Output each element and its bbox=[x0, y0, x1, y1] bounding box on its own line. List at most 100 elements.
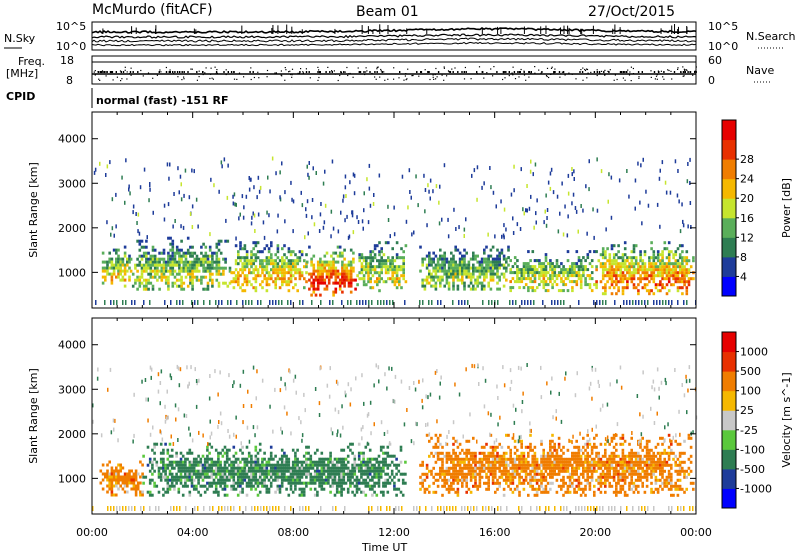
colorbar-swatch bbox=[722, 179, 736, 199]
data-cell bbox=[218, 249, 221, 252]
scatter-echo bbox=[136, 221, 138, 225]
data-cell bbox=[137, 473, 140, 476]
freq-dot bbox=[433, 77, 434, 78]
nave-dot bbox=[179, 71, 180, 73]
data-cell bbox=[184, 482, 187, 485]
data-cell bbox=[540, 470, 543, 473]
data-cell bbox=[330, 255, 333, 258]
data-cell bbox=[437, 446, 440, 449]
scatter-echo bbox=[573, 169, 575, 173]
data-cell bbox=[350, 264, 353, 267]
data-cell bbox=[332, 264, 335, 267]
data-cell bbox=[180, 285, 183, 288]
data-cell bbox=[461, 449, 464, 452]
data-cell bbox=[156, 461, 159, 464]
data-cell bbox=[446, 482, 449, 485]
scatter-echo bbox=[611, 216, 613, 220]
data-cell bbox=[235, 268, 238, 271]
scatter-echo bbox=[550, 187, 552, 191]
nave-dot bbox=[496, 71, 497, 73]
data-cell bbox=[483, 285, 486, 288]
data-cell bbox=[246, 274, 249, 277]
scatter-echo bbox=[411, 232, 413, 236]
data-cell bbox=[668, 265, 671, 268]
data-cell bbox=[527, 494, 530, 497]
data-cell bbox=[609, 253, 612, 256]
freq-dot bbox=[318, 77, 319, 78]
data-cell bbox=[509, 259, 512, 262]
data-cell bbox=[402, 277, 405, 280]
data-cell bbox=[424, 258, 427, 261]
scatter-echo bbox=[471, 174, 473, 178]
data-cell bbox=[613, 244, 616, 247]
scatter-echo bbox=[439, 185, 441, 189]
freq-dot bbox=[199, 71, 200, 72]
data-cell bbox=[516, 274, 519, 277]
nave-dot bbox=[482, 71, 483, 73]
data-cell bbox=[299, 268, 302, 271]
data-cell bbox=[551, 283, 554, 286]
data-cell bbox=[496, 282, 499, 285]
data-cell bbox=[324, 267, 327, 270]
data-cell bbox=[154, 249, 157, 252]
data-cell bbox=[235, 244, 238, 247]
data-cell bbox=[362, 455, 365, 458]
data-cell bbox=[193, 479, 196, 482]
near-range-echo bbox=[359, 300, 361, 305]
data-cell bbox=[158, 288, 161, 291]
freq-dot bbox=[633, 68, 634, 69]
scatter-echo bbox=[415, 174, 417, 178]
near-range-echo bbox=[431, 300, 433, 305]
data-cell bbox=[374, 256, 377, 259]
scatter-echo bbox=[681, 202, 683, 206]
data-cell bbox=[398, 488, 401, 491]
scatter-echo bbox=[628, 195, 630, 199]
near-range-echo bbox=[644, 300, 646, 305]
scatter-echo bbox=[209, 232, 211, 236]
freq-dot bbox=[129, 73, 130, 74]
freq-dot bbox=[483, 78, 484, 79]
freq-dot bbox=[94, 72, 95, 73]
scatter-echo bbox=[236, 203, 238, 207]
data-cell bbox=[622, 292, 625, 295]
freq-dot bbox=[181, 79, 182, 80]
data-cell bbox=[503, 494, 506, 497]
data-cell bbox=[474, 458, 477, 461]
data-cell bbox=[672, 256, 675, 259]
freq-dot bbox=[629, 71, 630, 72]
data-cell bbox=[503, 455, 506, 458]
data-cell bbox=[233, 464, 236, 467]
data-cell bbox=[244, 247, 247, 250]
freq-dot bbox=[383, 71, 384, 72]
scatter-echo bbox=[586, 232, 588, 236]
scatter-echo bbox=[221, 164, 223, 168]
data-cell bbox=[441, 461, 444, 464]
data-cell bbox=[180, 258, 183, 261]
data-cell bbox=[534, 476, 537, 479]
freq-dot bbox=[210, 74, 211, 75]
data-cell bbox=[560, 262, 563, 265]
data-cell bbox=[653, 280, 656, 283]
colorbar-tick-label: 8 bbox=[740, 251, 747, 264]
data-cell bbox=[474, 258, 477, 261]
data-cell bbox=[576, 262, 579, 265]
data-cell bbox=[400, 247, 403, 250]
scatter-echo bbox=[571, 201, 573, 205]
data-cell bbox=[209, 246, 212, 249]
data-cell bbox=[428, 485, 431, 488]
data-cell bbox=[350, 285, 353, 288]
data-cell bbox=[174, 270, 177, 273]
data-cell bbox=[307, 452, 310, 455]
data-cell bbox=[233, 446, 236, 449]
scatter-echo bbox=[619, 178, 621, 182]
data-cell bbox=[626, 283, 629, 286]
data-cell bbox=[448, 288, 451, 291]
scatter-echo bbox=[458, 225, 460, 229]
scatter-echo bbox=[387, 205, 389, 209]
data-cell bbox=[365, 494, 368, 497]
data-cell bbox=[224, 488, 227, 491]
near-range-echo bbox=[134, 300, 136, 305]
data-cell bbox=[378, 455, 381, 458]
data-cell bbox=[272, 458, 275, 461]
